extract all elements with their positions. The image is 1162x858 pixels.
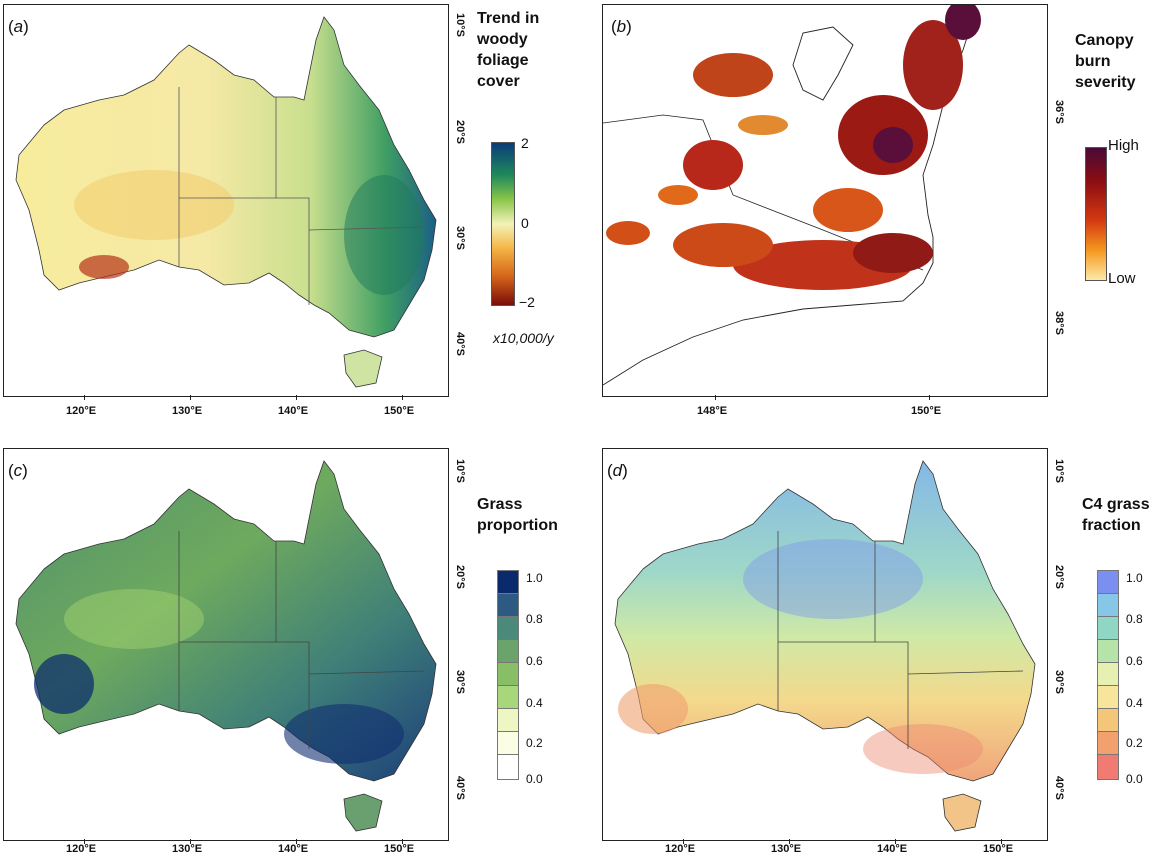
panel-b-colorbar xyxy=(1085,147,1107,281)
panel-b-legend-low: Low xyxy=(1108,270,1136,287)
panel-a-legend-title: Trend in woody foliage cover xyxy=(477,10,540,90)
panel-c-legend-label-2: 0.6 xyxy=(526,654,543,668)
panel-a-australia-map xyxy=(15,16,437,388)
central-orange xyxy=(74,170,234,240)
panel-a-xtick-1: 130°E xyxy=(172,405,203,417)
panel-d-label: (d) xyxy=(607,461,628,480)
tick-d-x2 xyxy=(789,839,790,844)
tick-d-x1 xyxy=(683,839,684,844)
state-borders xyxy=(178,531,425,749)
panel-d-legend-label-5: 0.0 xyxy=(1126,772,1143,786)
sw-orange xyxy=(618,684,688,734)
panel-b-ytick-0: 36°S xyxy=(1053,100,1065,124)
tasmania xyxy=(343,349,383,388)
north-blue xyxy=(743,539,923,619)
panel-a-xtick-0: 120°E xyxy=(66,405,97,417)
australia-landmass xyxy=(614,460,1036,782)
central-light xyxy=(64,589,204,649)
panel-d-ytick-2: 30°S xyxy=(1053,670,1065,694)
panel-a-ytick-0: 10°S xyxy=(454,13,466,37)
panel-c-xtick-2: 140°E xyxy=(278,843,309,855)
panel-d-ytick-3: 40°S xyxy=(1053,776,1065,800)
sw-dark xyxy=(34,654,94,714)
state-borders xyxy=(777,531,1024,749)
panel-a-colorbar xyxy=(491,142,515,306)
panel-d-ytick-1: 20°S xyxy=(1053,565,1065,589)
panel-c-ytick-2: 30°S xyxy=(454,670,466,694)
tick-b-x2 xyxy=(929,395,930,400)
panel-d-legend-label-2: 0.6 xyxy=(1126,654,1143,668)
tick-c-x3 xyxy=(296,839,297,844)
panel-d-map: (d) xyxy=(602,448,1048,841)
tick-b-x1 xyxy=(715,395,716,400)
panel-d-xtick-0: 120°E xyxy=(665,843,696,855)
tick-c-x2 xyxy=(190,839,191,844)
panel-c-ytick-3: 40°S xyxy=(454,776,466,800)
panel-c-legend-label-1: 0.8 xyxy=(526,612,543,626)
se-orange xyxy=(863,724,983,774)
panel-c-xtick-0: 120°E xyxy=(66,843,97,855)
tick-a-x3 xyxy=(296,395,297,400)
panel-b-xtick-0: 148°E xyxy=(697,405,728,417)
panel-c-legend-label-0: 1.0 xyxy=(526,571,543,585)
panel-d-xtick-2: 140°E xyxy=(877,843,908,855)
panel-c-label: (c) xyxy=(8,461,28,480)
sw-hotspot xyxy=(79,255,129,279)
panel-a-ytick-3: 40°S xyxy=(454,332,466,356)
panel-d-australia-map xyxy=(614,460,1036,832)
tick-d-x4 xyxy=(1001,839,1002,844)
tick-a-x2 xyxy=(190,395,191,400)
panel-c-legend-title: Grass proportion xyxy=(477,496,558,534)
panel-c-legend-label-4: 0.2 xyxy=(526,736,543,750)
panel-d-legend-label-1: 0.8 xyxy=(1126,612,1143,626)
tick-a-x1 xyxy=(84,395,85,400)
panel-a-legend-min: −2 xyxy=(519,294,535,310)
state-borders xyxy=(178,87,425,305)
panel-c-legend-swatches xyxy=(497,570,519,780)
panel-d-legend-label-4: 0.2 xyxy=(1126,736,1143,750)
panel-b-xtick-1: 150°E xyxy=(911,405,942,417)
panel-c-australia-map xyxy=(15,460,437,832)
panel-c-xtick-3: 150°E xyxy=(384,843,415,855)
burn-patches xyxy=(606,5,981,290)
se-dark xyxy=(284,704,404,764)
panel-d-legend-swatches xyxy=(1097,570,1119,780)
panel-b-map: (b) xyxy=(602,4,1048,397)
panel-a-ytick-1: 20°S xyxy=(454,120,466,144)
panel-a-xtick-3: 150°E xyxy=(384,405,415,417)
panel-a-map: (a) xyxy=(3,4,449,397)
australia-landmass xyxy=(15,460,437,782)
panel-a-label: (a) xyxy=(8,17,29,36)
panel-a-legend-mid: 0 xyxy=(521,215,529,231)
panel-c-legend-label-5: 0.0 xyxy=(526,772,543,786)
panel-d-xtick-1: 130°E xyxy=(771,843,802,855)
tick-a-x4 xyxy=(402,395,403,400)
tick-c-x4 xyxy=(402,839,403,844)
inset-border xyxy=(792,26,854,101)
panel-a-legend-max: 2 xyxy=(521,135,529,151)
panel-d-xtick-3: 150°E xyxy=(983,843,1014,855)
panel-b-ytick-1: 38°S xyxy=(1053,311,1065,335)
panel-b-legend-high: High xyxy=(1108,137,1139,154)
east-green xyxy=(344,175,424,295)
tasmania xyxy=(942,793,982,832)
panel-d-ytick-0: 10°S xyxy=(1053,459,1065,483)
panel-c-ytick-1: 20°S xyxy=(454,565,466,589)
tick-c-x1 xyxy=(84,839,85,844)
panel-a-xtick-2: 140°E xyxy=(278,405,309,417)
panel-d-legend-label-0: 1.0 xyxy=(1126,571,1143,585)
panel-b-legend-title: Canopy burn severity xyxy=(1075,32,1136,91)
panel-a-legend-unit: x10,000/y xyxy=(493,330,554,346)
panel-c-legend-label-3: 0.4 xyxy=(526,696,543,710)
panel-b-label: (b) xyxy=(611,17,632,36)
tasmania xyxy=(343,793,383,832)
panel-d-legend-label-3: 0.4 xyxy=(1126,696,1143,710)
panel-b-fire-map xyxy=(603,5,981,386)
tick-d-x3 xyxy=(895,839,896,844)
panel-c-xtick-1: 130°E xyxy=(172,843,203,855)
panel-c-ytick-0: 10°S xyxy=(454,459,466,483)
panel-d-legend-title: C4 grass fraction xyxy=(1082,496,1150,534)
panel-a-ytick-2: 30°S xyxy=(454,226,466,250)
panel-c-map: (c) xyxy=(3,448,449,841)
